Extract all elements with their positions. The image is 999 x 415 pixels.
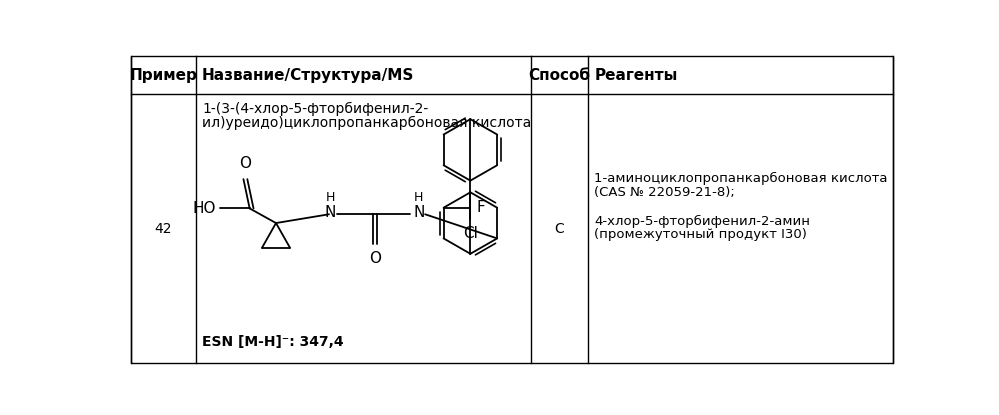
Text: 1-(3-(4-хлор-5-фторбифенил-2-: 1-(3-(4-хлор-5-фторбифенил-2-	[202, 102, 429, 116]
Text: H: H	[415, 191, 424, 204]
Text: H: H	[326, 191, 336, 204]
Text: F: F	[477, 200, 486, 215]
Text: HO: HO	[192, 201, 216, 216]
Text: O: O	[239, 156, 251, 171]
Text: (CAS № 22059-21-8);: (CAS № 22059-21-8);	[594, 186, 735, 199]
Text: С: С	[554, 222, 564, 236]
Text: ил)уреидо)циклопропанкарбоновая кислота: ил)уреидо)циклопропанкарбоновая кислота	[202, 116, 531, 130]
Text: ESN [M-H]⁻: 347,4: ESN [M-H]⁻: 347,4	[202, 335, 344, 349]
Text: Cl: Cl	[463, 226, 478, 242]
Text: Реагенты: Реагенты	[594, 68, 677, 83]
Text: 42: 42	[155, 222, 172, 236]
Text: 4-хлор-5-фторбифенил-2-амин: 4-хлор-5-фторбифенил-2-амин	[594, 215, 810, 228]
Text: Название/Структура/MS: Название/Структура/MS	[202, 68, 415, 83]
Text: Способ: Способ	[528, 68, 590, 83]
Text: O: O	[369, 251, 381, 266]
Text: 1-аминоциклопропанкарбоновая кислота: 1-аминоциклопропанкарбоновая кислота	[594, 172, 888, 186]
Text: (промежуточный продукт I30): (промежуточный продукт I30)	[594, 229, 807, 242]
Text: N: N	[414, 205, 425, 220]
Text: Пример: Пример	[130, 68, 198, 83]
Text: N: N	[325, 205, 337, 220]
